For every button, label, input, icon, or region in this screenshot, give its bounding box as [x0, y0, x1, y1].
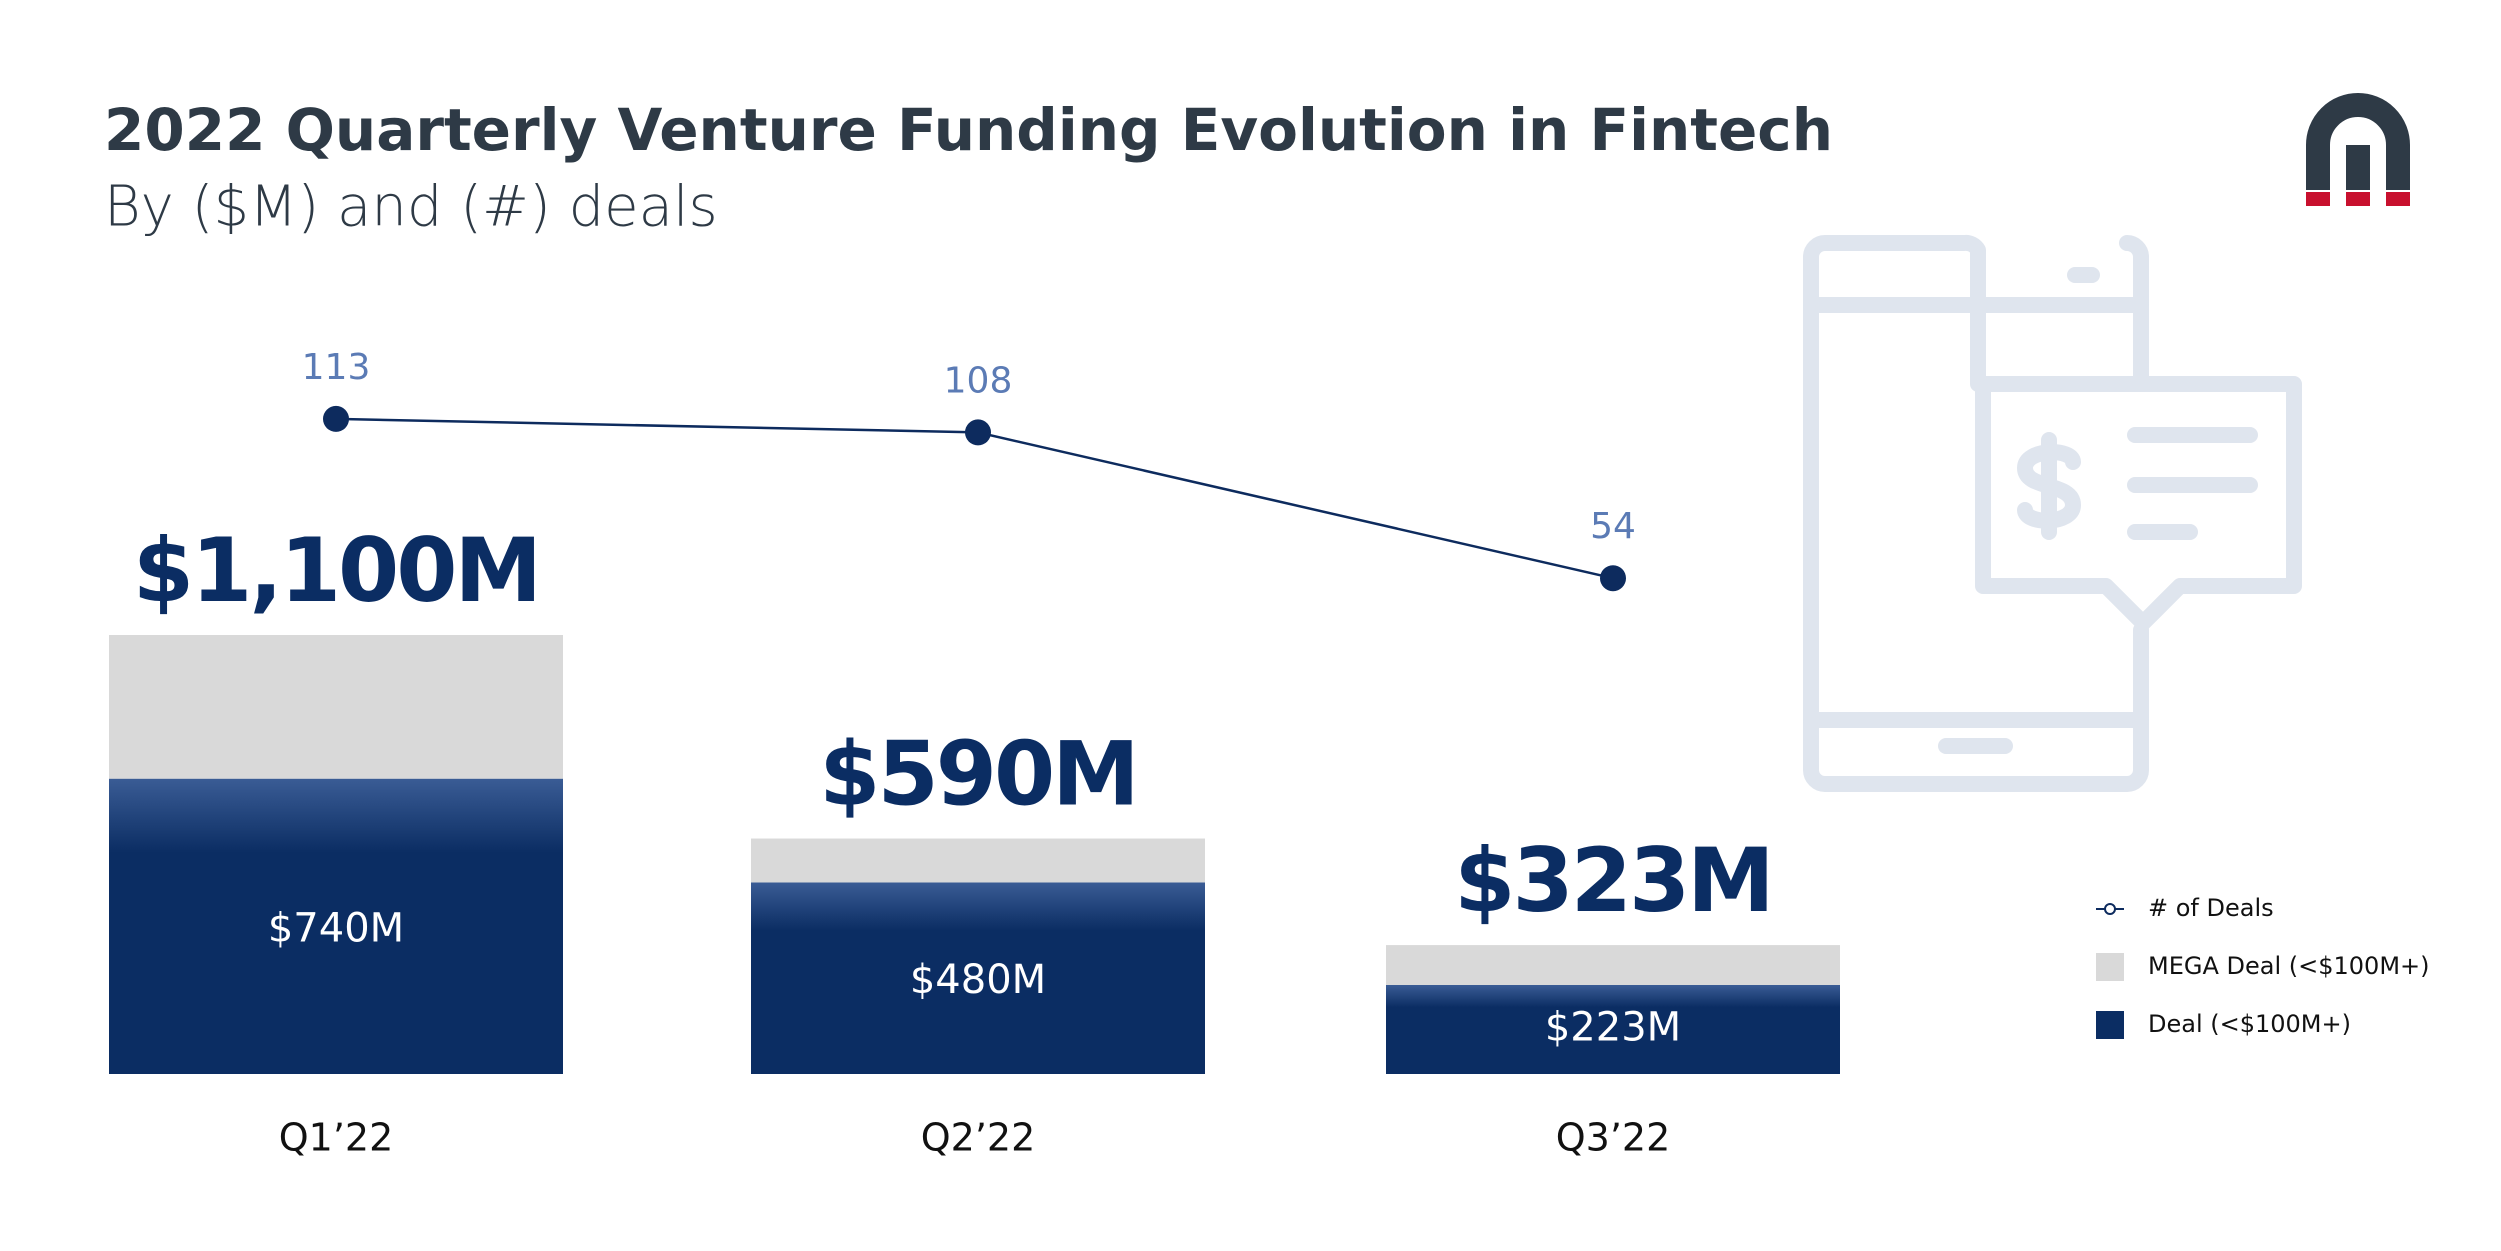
line-value-label: 54 [1590, 506, 1636, 547]
logo [2306, 92, 2410, 206]
bar-value-label: $223M [1545, 1005, 1681, 1051]
legend-swatch [2096, 1011, 2124, 1039]
bar-segment [751, 882, 1205, 1074]
legend-label: MEGA Deal (<$100M+) [2148, 952, 2430, 980]
legend-swatch [2096, 953, 2124, 981]
legend-marker [2104, 903, 2116, 915]
bar-segment [1386, 985, 1840, 1074]
total-label: $590M [819, 722, 1137, 825]
bar-segment [1386, 945, 1840, 986]
total-label: $323M [1454, 829, 1772, 932]
bar-segment [109, 778, 563, 1074]
x-tick-label: Q1’22 [279, 1116, 394, 1160]
bar-value-label: $480M [910, 957, 1046, 1003]
phone-icon [1803, 234, 2302, 792]
x-tick-label: Q3’22 [1556, 1116, 1671, 1160]
chart-title: 2022 Quarterly Venture Funding Evolution… [104, 96, 1833, 164]
x-tick-label: Q2’22 [921, 1116, 1036, 1160]
legend-label: Deal (<$100M+) [2148, 1010, 2351, 1038]
legend-label: # of Deals [2148, 894, 2274, 922]
line-value-label: 113 [302, 347, 371, 388]
total-label: $1,100M [133, 519, 539, 622]
bar-segment [109, 635, 563, 779]
chart-subtitle: By ($M) and (#) deals [104, 174, 718, 239]
line-value-label: 108 [944, 360, 1013, 401]
line-point [323, 405, 349, 432]
bar-segment [751, 838, 1205, 883]
line-point [1600, 565, 1626, 592]
bar-value-label: $740M [268, 905, 404, 951]
line-point [965, 419, 991, 446]
